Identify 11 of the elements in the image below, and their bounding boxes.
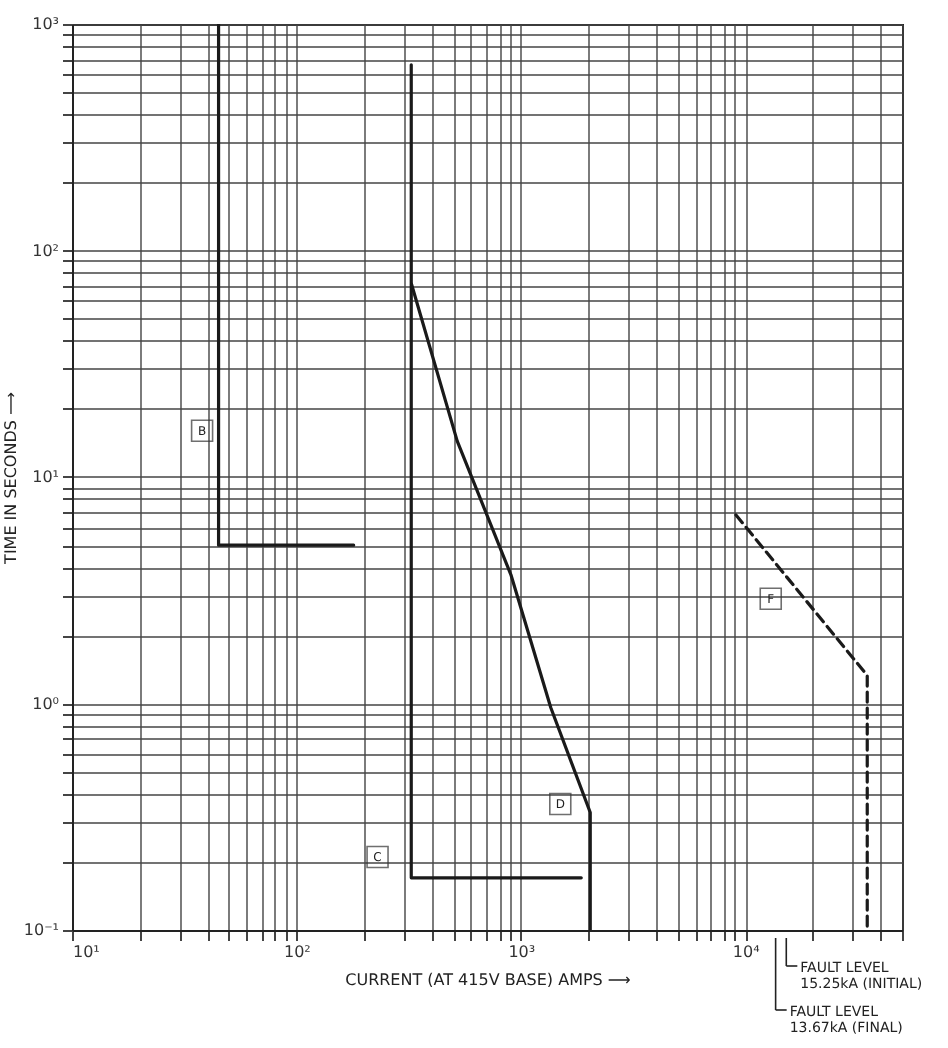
y-tick-label: 10⁰: [32, 694, 59, 713]
y-tick-label: 10¹: [32, 468, 59, 486]
x-axis-title: CURRENT (AT 415V BASE) AMPS ⟶: [345, 971, 632, 989]
x-tick-label: 10¹: [73, 943, 100, 961]
y-tick-label: 10²: [32, 241, 59, 260]
x-tick-label: 10³: [508, 943, 536, 961]
x-tick-label: 10⁴: [732, 943, 760, 961]
y-axis-title: TIME IN SECONDS ⟶: [1, 391, 20, 566]
x-tick-label: 10²: [284, 943, 311, 961]
y-tick-label: 10³: [32, 15, 59, 33]
y-tick-label: 10⁻¹: [23, 921, 59, 939]
